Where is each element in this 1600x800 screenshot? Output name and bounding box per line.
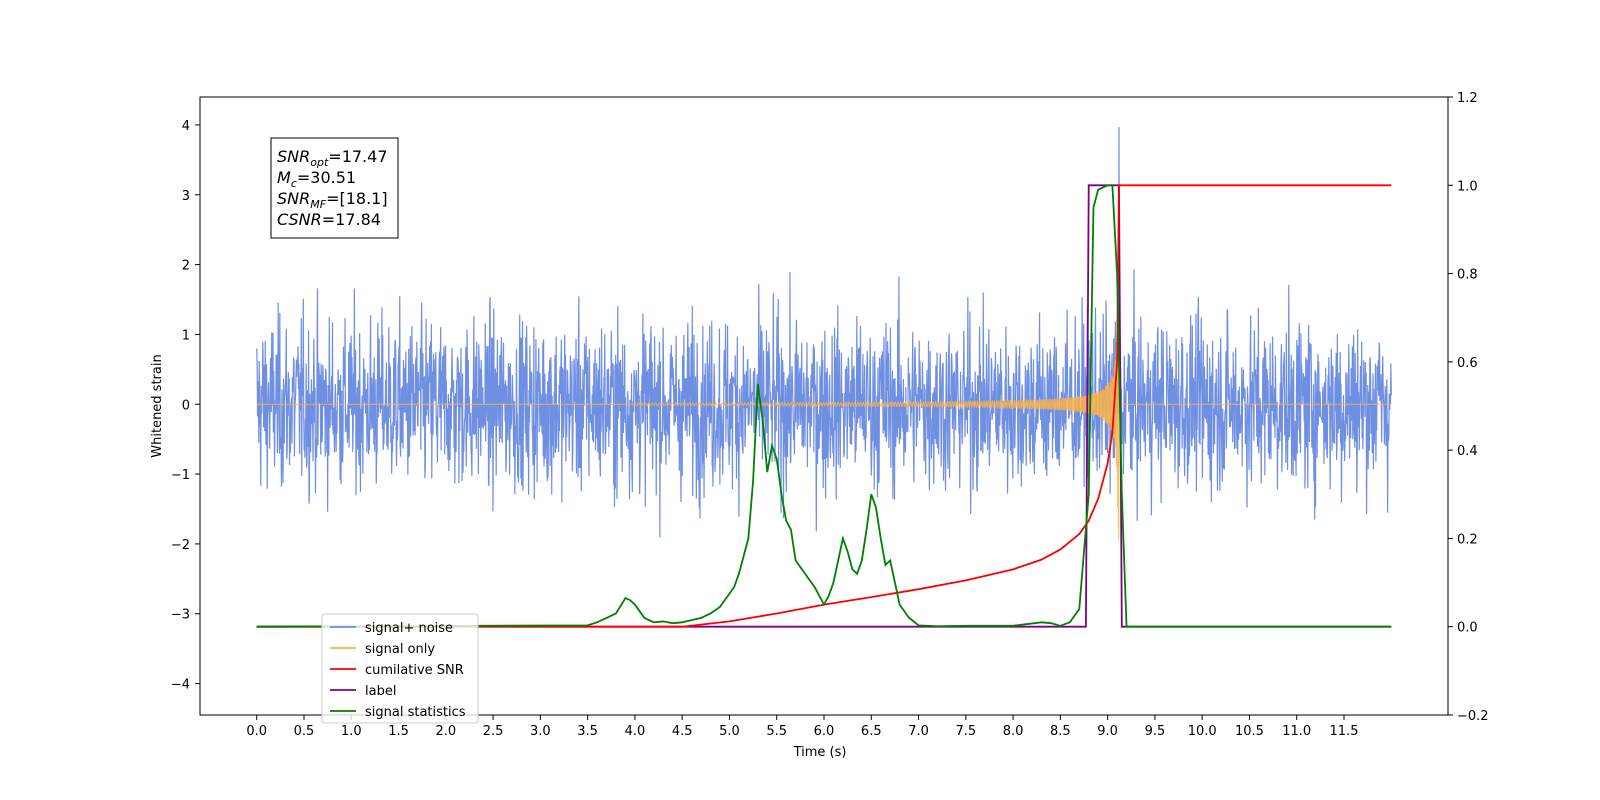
y-axis-label-left: Whitened strain [150,354,165,457]
x-tick-label: 4.5 [672,724,693,739]
y-left-tick-label: −3 [171,608,190,623]
x-tick-label: 9.0 [1097,724,1118,739]
x-tick-label: 10.0 [1188,724,1217,739]
info-annotation-box: SNRopt=17.47Mc=30.51SNRMF=[18.1]CSNR=17.… [270,137,399,239]
y-left-tick-label: 0 [182,398,190,413]
x-tick-label: 4.0 [625,724,646,739]
y-right-tick-label: 0.4 [1457,444,1478,459]
y-left-tick-label: 1 [182,328,190,343]
series-cumulative-snr [256,184,1392,628]
y-left-tick-label: 4 [182,119,190,134]
series-layer [256,127,1392,628]
legend-label: cumilative SNR [365,663,464,678]
x-tick-label: 8.5 [1050,724,1071,739]
x-tick-label: 3.5 [577,724,598,739]
x-tick-label: 6.5 [861,724,882,739]
x-tick-label: 0.5 [294,724,315,739]
x-axis: 0.0 0.5 1.0 1.5 2.0 2.5 3.0 3.5 4.0 4.5 5.0 5.5 6.0 6… [246,715,1358,739]
info-line: CSNR=17.84 [277,210,381,229]
y-left-tick-label: 3 [182,189,190,204]
y-right-tick-label: 1.2 [1457,91,1478,106]
y-left-tick-label: −2 [171,538,190,553]
x-tick-label: 10.5 [1235,724,1264,739]
y-left-tick-label: 2 [182,259,190,274]
y-right-tick-label: 0.6 [1457,356,1478,371]
x-tick-label: 3.0 [530,724,551,739]
series-signal-noise [256,127,1392,538]
info-line: SNRopt=17.47 [277,147,388,169]
legend-label: label [365,684,396,699]
x-tick-label: 1.5 [388,724,409,739]
legend-frame [321,613,479,724]
legend-label: signal statistics [365,705,466,720]
x-tick-label: 7.0 [908,724,929,739]
legend-label: signal+ noise [365,621,453,636]
x-tick-label: 6.0 [814,724,835,739]
x-tick-label: 0.0 [246,724,267,739]
series-signal-statistics [256,184,1392,628]
info-box-frame [270,137,399,239]
legend-label: signal only [365,642,435,657]
x-tick-label: 9.5 [1145,724,1166,739]
info-line: Mc=30.51 [277,168,356,190]
x-tick-label: 5.0 [719,724,740,739]
x-tick-label: 2.0 [435,724,456,739]
y-right-tick-label: −0.2 [1457,709,1489,724]
y-right-tick-label: 1.0 [1457,179,1478,194]
y-axis-left: 4 3 2 1 0 −1 −2 −3 −4 [171,119,200,693]
y-right-tick-label: 0.8 [1457,268,1478,283]
x-tick-label: 2.5 [483,724,504,739]
info-line: SNRMF=[18.1] [277,189,388,211]
x-tick-label: 8.0 [1003,724,1024,739]
x-tick-label: 11.0 [1282,724,1311,739]
legend: signal+ noise signal only cumilative SNR la… [321,613,479,724]
x-axis-label: Time (s) [793,745,847,760]
y-left-tick-label: −4 [171,678,190,693]
x-tick-label: 7.5 [955,724,976,739]
y-right-tick-label: 0.0 [1457,621,1478,636]
series-signal-only [256,300,1392,541]
y-right-tick-label: 0.2 [1457,532,1478,547]
x-tick-label: 11.5 [1330,724,1359,739]
x-tick-label: 1.0 [341,724,362,739]
x-tick-label: 5.5 [766,724,787,739]
y-axis-right: 1.2 1.0 0.8 0.6 0.4 0.2 0.0 −0.2 [1448,91,1489,724]
y-left-tick-label: −1 [171,468,190,483]
